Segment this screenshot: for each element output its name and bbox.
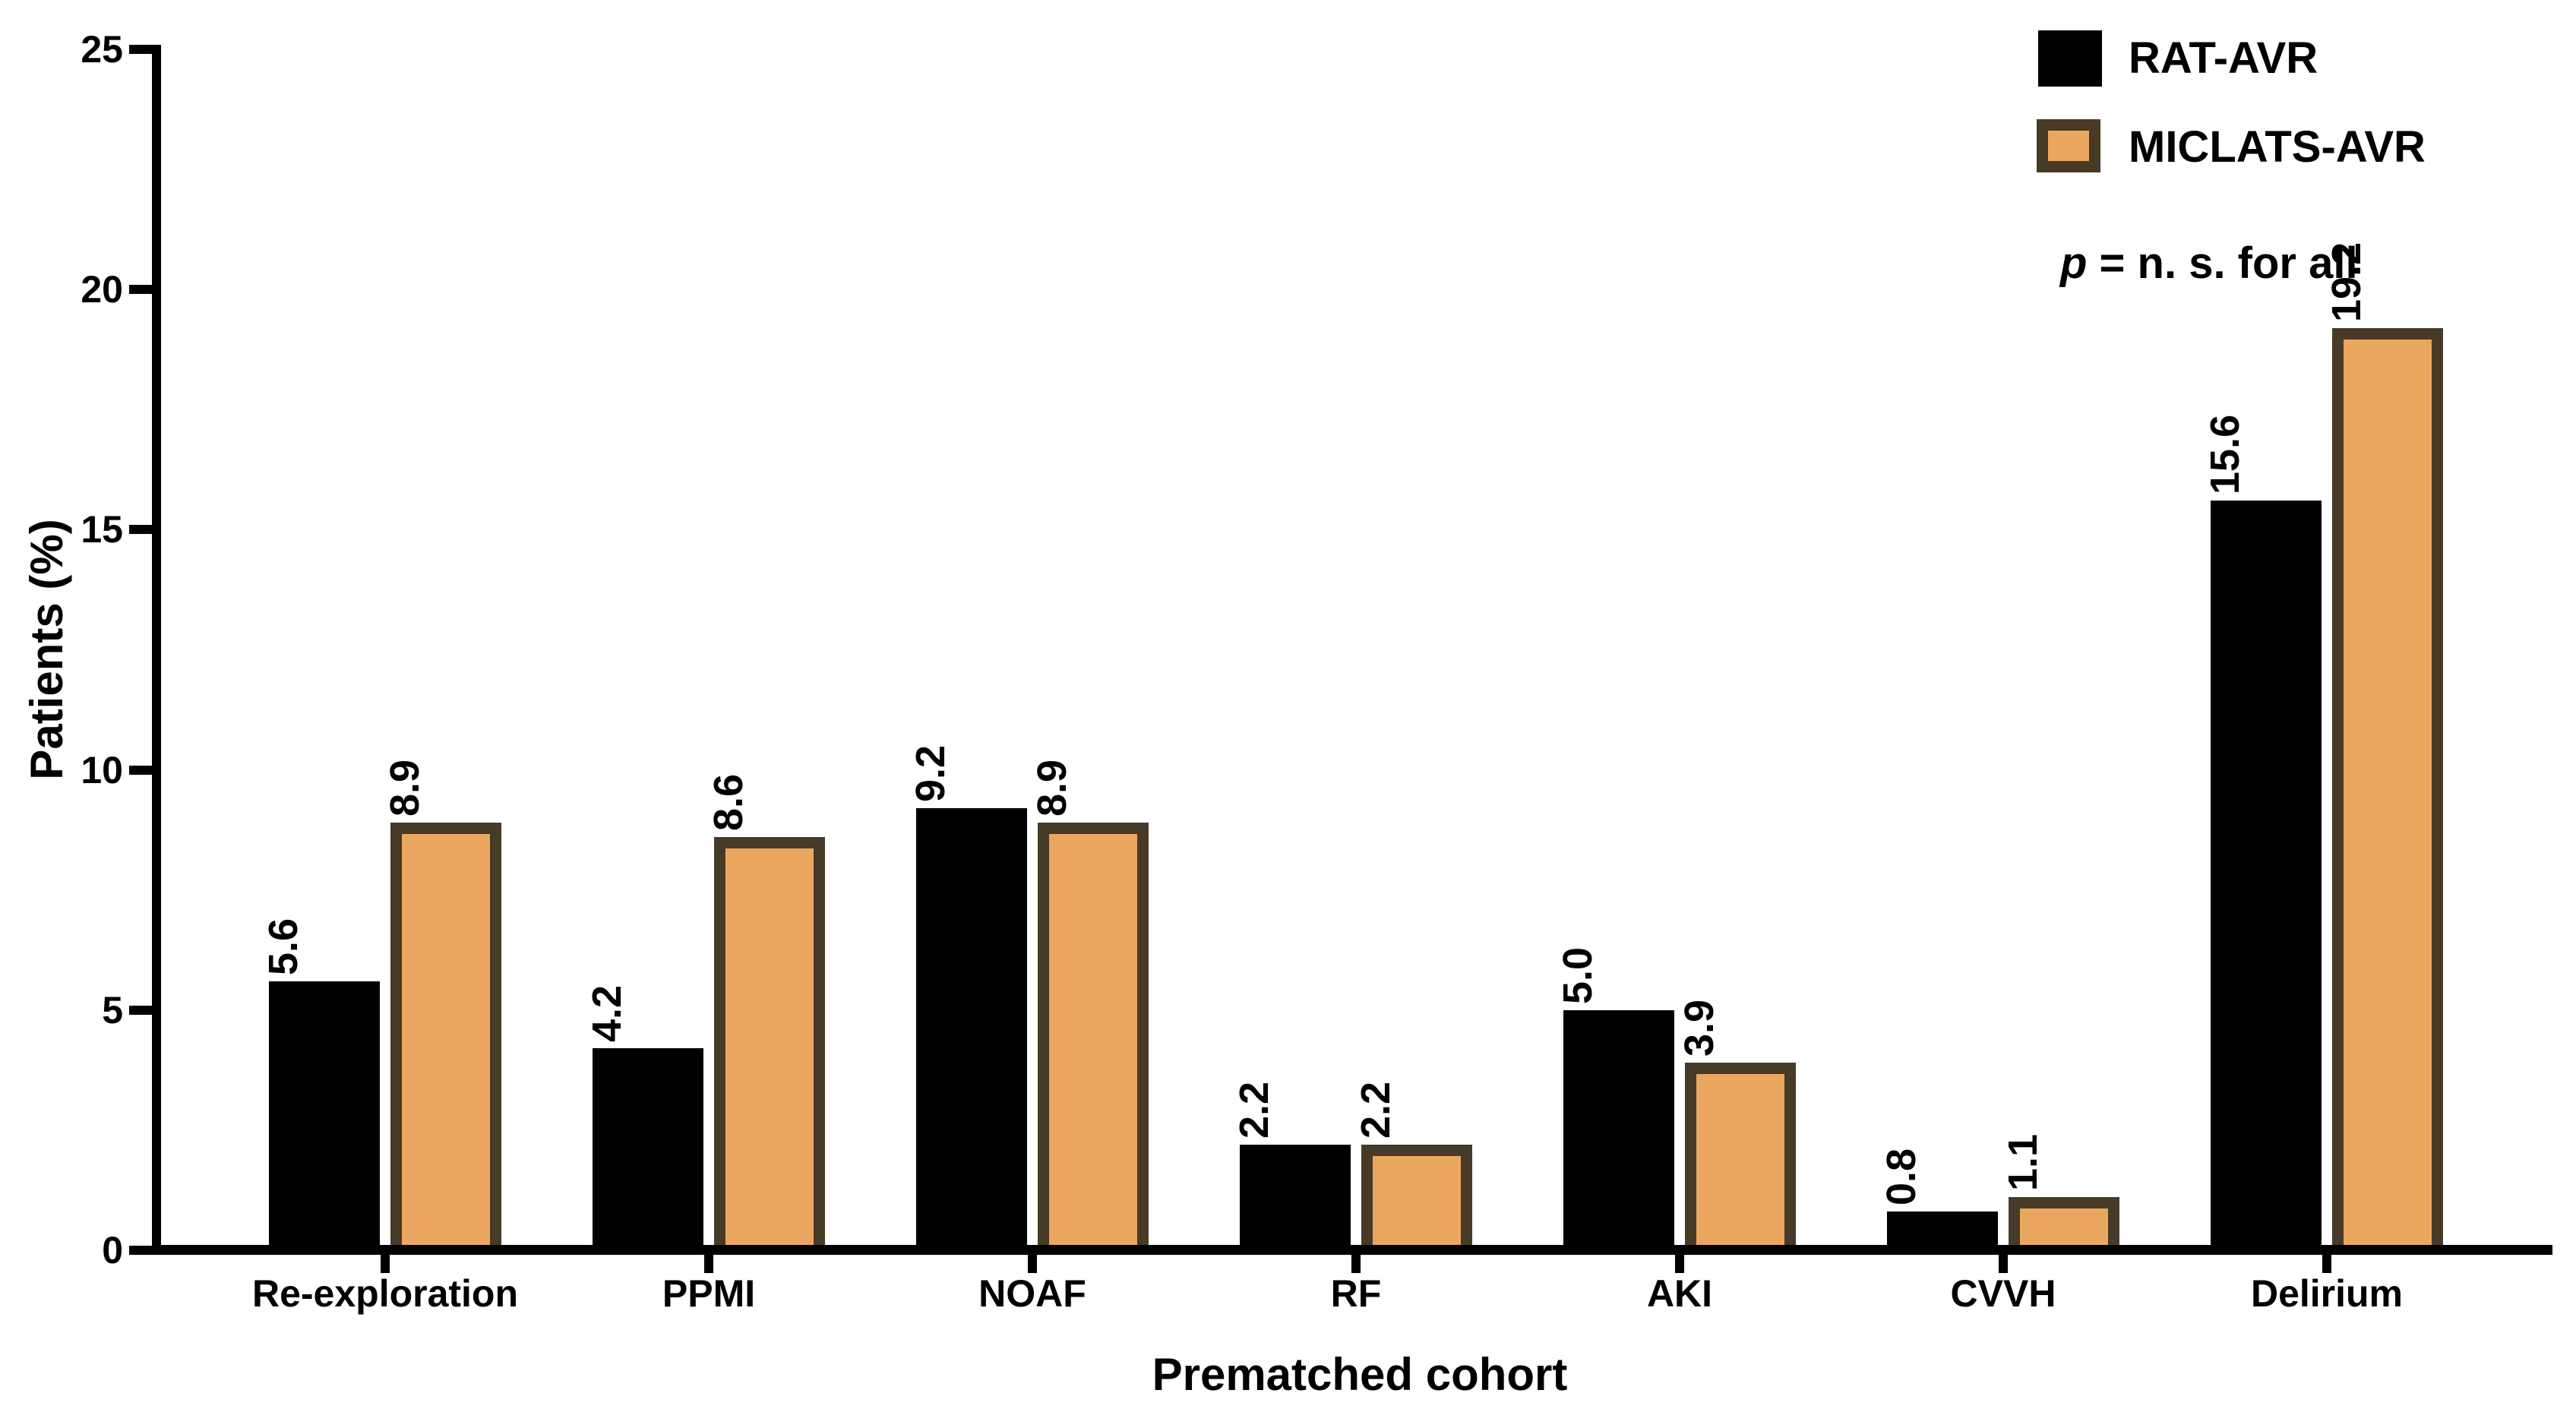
- x-category-label-noaf: NOAF: [978, 1272, 1086, 1315]
- bar-value-label-rat-avr-ppmi: 4.2: [584, 985, 630, 1043]
- y-tick-label-20: 20: [81, 268, 123, 311]
- x-tick-re-exploration: [381, 1250, 390, 1273]
- x-tick-cvvh: [1999, 1250, 2008, 1273]
- bar-rat-avr-noaf: [916, 808, 1027, 1250]
- legend: RAT-AVR MICLATS-AVR p = n. s. for all: [2036, 29, 2530, 302]
- y-tick-20: [129, 285, 156, 295]
- bar-rat-avr-re-exploration: [269, 981, 380, 1250]
- x-category-label-delirium: Delirium: [2250, 1272, 2404, 1315]
- p-symbol: p: [2060, 239, 2088, 288]
- y-tick-label-5: 5: [102, 988, 123, 1031]
- y-axis-line: [152, 45, 161, 1255]
- p-value-note: p = n. s. for all: [2060, 234, 2358, 293]
- bar-value-label-miclats-avr-rf: 2.2: [1353, 1081, 1399, 1139]
- bar-miclats-avr-cvvh: [2009, 1197, 2119, 1250]
- bar-rat-avr-cvvh: [1887, 1212, 1998, 1250]
- bar-miclats-avr-re-exploration: [390, 823, 501, 1250]
- y-tick-15: [129, 525, 156, 535]
- y-tick-label-15: 15: [81, 508, 123, 551]
- x-category-label-ppmi: PPMI: [662, 1272, 756, 1315]
- legend-label-rat-avr: RAT-AVR: [2129, 33, 2318, 83]
- legend-label-miclats-avr: MICLATS-AVR: [2129, 122, 2426, 172]
- legend-swatch-rat-avr: [2038, 30, 2102, 87]
- bar-miclats-avr-delirium: [2332, 327, 2443, 1250]
- bar-rat-avr-rf: [1240, 1144, 1351, 1250]
- bar-value-label-miclats-avr-ppmi: 8.6: [706, 774, 751, 832]
- bar-value-label-rat-avr-re-exploration: 5.6: [261, 918, 306, 975]
- x-tick-rf: [1351, 1250, 1361, 1273]
- y-tick-0: [129, 1246, 156, 1255]
- y-tick-label-10: 10: [81, 748, 123, 791]
- bar-miclats-avr-rf: [1361, 1144, 1472, 1250]
- legend-swatch-miclats-avr: [2037, 119, 2100, 172]
- y-tick-10: [129, 765, 156, 775]
- bar-value-label-miclats-avr-aki: 3.9: [1677, 1000, 1722, 1057]
- y-tick-label-0: 0: [102, 1229, 123, 1272]
- x-category-label-aki: AKI: [1646, 1272, 1713, 1315]
- bar-miclats-avr-aki: [1685, 1063, 1796, 1250]
- y-axis-title: Patients (%): [21, 519, 72, 780]
- x-tick-noaf: [1028, 1250, 1037, 1273]
- bar-miclats-avr-noaf: [1038, 823, 1149, 1250]
- x-tick-ppmi: [704, 1250, 713, 1273]
- x-axis-title: Prematched cohort: [1152, 1349, 1568, 1400]
- bar-value-label-rat-avr-noaf: 9.2: [908, 745, 953, 803]
- x-axis-line: [152, 1245, 2552, 1255]
- bar-value-label-rat-avr-delirium: 15.6: [2202, 415, 2248, 495]
- x-category-label-rf: RF: [1330, 1272, 1382, 1315]
- y-tick-5: [129, 1005, 156, 1015]
- x-category-label-cvvh: CVVH: [1950, 1272, 2056, 1315]
- y-tick-label-25: 25: [81, 28, 123, 71]
- y-tick-25: [129, 45, 156, 54]
- bar-value-label-rat-avr-cvvh: 0.8: [1879, 1148, 1924, 1206]
- x-category-label-re-exploration: Re-exploration: [251, 1272, 519, 1315]
- bar-value-label-rat-avr-rf: 2.2: [1231, 1081, 1277, 1139]
- bar-value-label-miclats-avr-re-exploration: 8.9: [382, 760, 428, 817]
- bar-rat-avr-ppmi: [593, 1048, 703, 1250]
- bar-value-label-miclats-avr-cvvh: 1.1: [2000, 1134, 2046, 1192]
- bar-miclats-avr-ppmi: [714, 837, 825, 1250]
- bar-value-label-rat-avr-aki: 5.0: [1555, 946, 1601, 1004]
- bar-value-label-miclats-avr-noaf: 8.9: [1029, 760, 1075, 817]
- x-tick-delirium: [2322, 1250, 2331, 1273]
- bar-rat-avr-delirium: [2211, 501, 2322, 1250]
- x-tick-aki: [1675, 1250, 1684, 1273]
- p-note-rest: = n. s. for all: [2087, 239, 2358, 288]
- bar-rat-avr-aki: [1563, 1009, 1674, 1250]
